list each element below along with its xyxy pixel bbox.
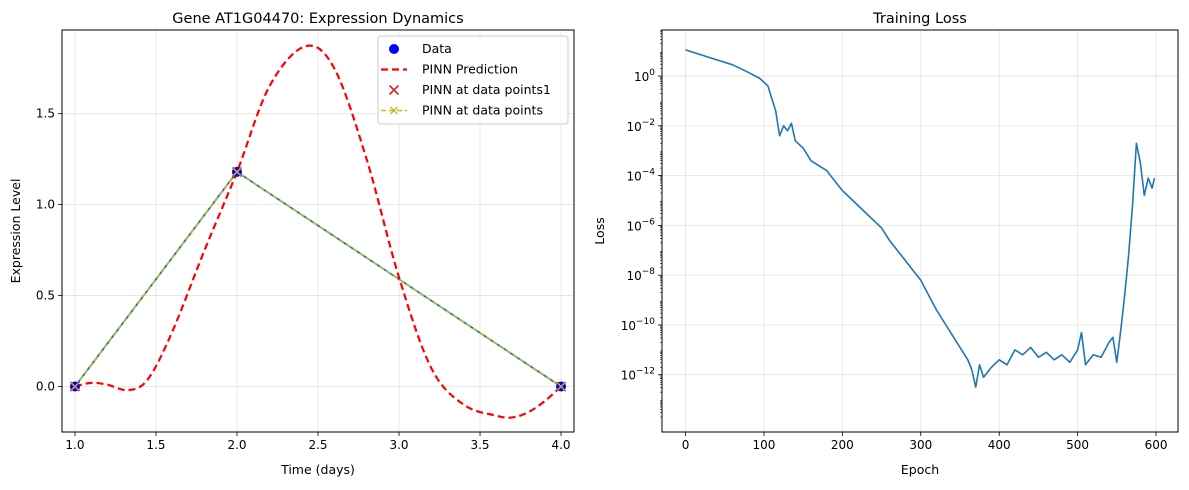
training-loss-line	[685, 49, 1156, 388]
x-tick-label: 200	[831, 438, 854, 452]
y-tick-label: 10−2	[626, 118, 655, 134]
legend-label: PINN at data points1	[422, 82, 551, 97]
x-marker-stroke	[233, 167, 241, 176]
expression-ticks: 1.0 1.5 2.0 2.5 3.0 3.5 4.0 0.0 0.5 1.0 1.5	[36, 107, 571, 452]
legend-label: PINN at data points	[422, 103, 543, 118]
x-tick-label: 3.0	[389, 438, 408, 452]
loss-x-label: Epoch	[901, 462, 939, 477]
x-tick-label: 2.5	[308, 438, 327, 452]
pinn-points-marker	[71, 382, 79, 391]
y-tick-label: 0.0	[36, 380, 55, 394]
legend-handle-points-x	[390, 106, 398, 115]
x-tick-label: 2.0	[227, 438, 246, 452]
x-tick-label: 300	[909, 438, 932, 452]
x-marker-stroke	[71, 382, 79, 391]
y-tick-label: 0.5	[36, 289, 55, 303]
loss-chart-title: Training Loss	[872, 11, 967, 27]
expression-y-label: Expression Level	[8, 179, 23, 284]
x-marker-stroke	[390, 106, 398, 115]
pinn-points-marker	[557, 382, 565, 391]
legend-label: Data	[422, 41, 452, 56]
pinn-points-marker	[233, 167, 241, 176]
legend-label: PINN Prediction	[422, 62, 518, 77]
x-marker-stroke	[557, 382, 565, 391]
y-tick-label: 10−10	[621, 317, 656, 333]
x-tick-label: 500	[1066, 438, 1089, 452]
loss-y-label: Loss	[592, 217, 607, 244]
legend-handle-x	[388, 84, 400, 96]
x-tick-label: 400	[988, 438, 1011, 452]
expression-chart: Gene AT1G04470: Expression Dynamics 1.0 1…	[8, 11, 575, 477]
x-marker-stroke	[388, 84, 400, 96]
loss-ticks: 0 100 200 300 400 500 600 100 10−2 10−4 10−6 10−8 10…	[621, 29, 1168, 452]
y-tick-label: 10−6	[626, 217, 655, 233]
y-tick-label: 10−8	[626, 267, 655, 283]
x-tick-label: 600	[1145, 438, 1168, 452]
y-tick-label: 10−12	[621, 367, 655, 383]
loss-chart: Training Loss 0 100 200 300 400 500 600 100 10−2…	[592, 11, 1179, 477]
expression-x-label: Time (days)	[280, 462, 355, 477]
loss-axes-frame	[661, 29, 1179, 433]
expression-series	[69, 44, 567, 419]
expression-legend: Data PINN Prediction PINN at data points1 P…	[377, 35, 569, 125]
y-tick-label: 10−4	[626, 168, 655, 184]
y-tick-label: 1.0	[36, 198, 55, 212]
legend-box	[377, 35, 569, 125]
x-tick-label: 0	[682, 438, 690, 452]
x-tick-label: 1.5	[146, 438, 165, 452]
x-tick-label: 4.0	[551, 438, 570, 452]
x-tick-label: 3.5	[470, 438, 489, 452]
expression-chart-title: Gene AT1G04470: Expression Dynamics	[172, 11, 463, 27]
y-tick-label: 100	[634, 68, 655, 84]
legend-handle-data	[389, 44, 399, 54]
loss-series	[685, 49, 1156, 388]
x-tick-label: 1.0	[65, 438, 84, 452]
y-tick-label: 1.5	[36, 107, 55, 121]
loss-grid	[662, 30, 1178, 432]
x-tick-label: 100	[752, 438, 775, 452]
